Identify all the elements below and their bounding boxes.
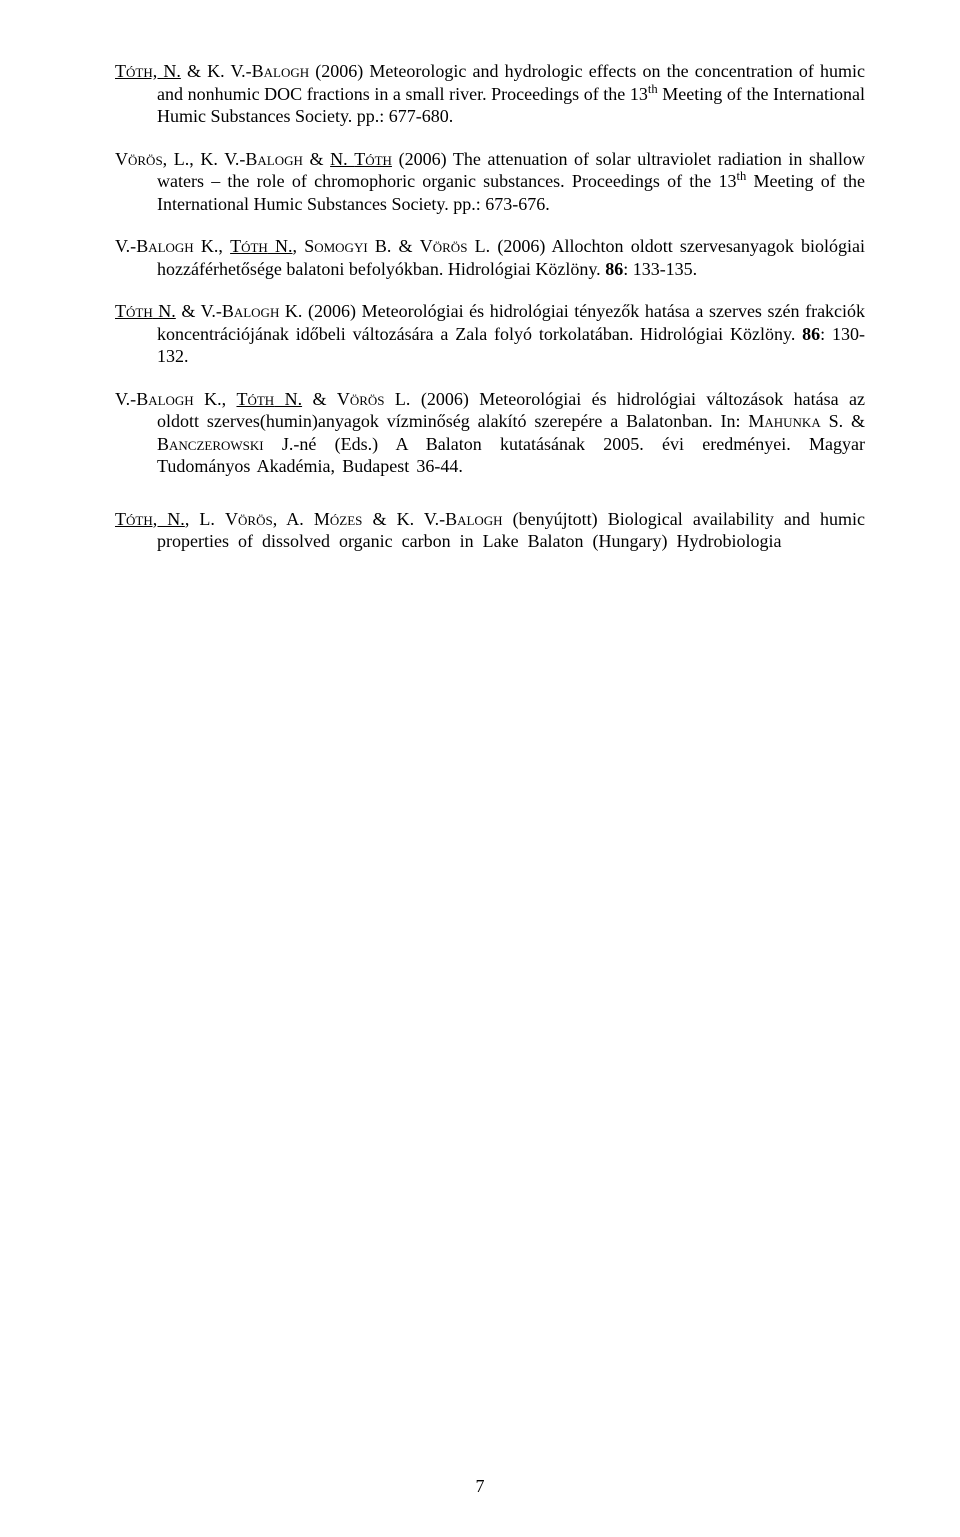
reference-item: Tóth, N., L. Vörös, A. Mózes & K. V.-Bal… <box>115 508 865 553</box>
reference-item: V.-Balogh K., Tóth N., Somogyi B. & Vörö… <box>115 235 865 280</box>
reference-year: (2006) <box>497 236 545 256</box>
reference-authors: V.-Balogh K., Tóth N., Somogyi B. & Vörö… <box>115 236 490 256</box>
volume: 86 <box>802 324 820 344</box>
pages: : 133-135. <box>623 259 697 279</box>
reference-authors: Tóth, N. & K. V.-Balogh <box>115 61 309 81</box>
reference-authors: V.-Balogh K., Tóth N. & Vörös L. <box>115 389 410 409</box>
reference-authors: Tóth, N., L. Vörös, A. Mózes & K. V.-Bal… <box>115 509 503 529</box>
reference-authors: Tóth N. & V.-Balogh K. <box>115 301 302 321</box>
superscript: th <box>648 82 658 96</box>
reference-item: V.-Balogh K., Tóth N. & Vörös L. (2006) … <box>115 388 865 478</box>
page-number: 7 <box>476 1475 485 1498</box>
reference-year: (2006) <box>421 389 469 409</box>
reference-year: (2006) <box>315 61 363 81</box>
reference-year: (2006) <box>308 301 356 321</box>
reference-item: Vörös, L., K. V.-Balogh & N. Tóth (2006)… <box>115 148 865 216</box>
reference-year: (2006) <box>399 149 447 169</box>
volume: 86 <box>605 259 623 279</box>
reference-item: Tóth N. & V.-Balogh K. (2006) Meteorológ… <box>115 300 865 368</box>
superscript: th <box>737 169 747 183</box>
reference-year: (benyújtott) <box>513 509 598 529</box>
reference-item: Tóth, N. & K. V.-Balogh (2006) Meteorolo… <box>115 60 865 128</box>
reference-authors: Vörös, L., K. V.-Balogh & N. Tóth <box>115 149 392 169</box>
